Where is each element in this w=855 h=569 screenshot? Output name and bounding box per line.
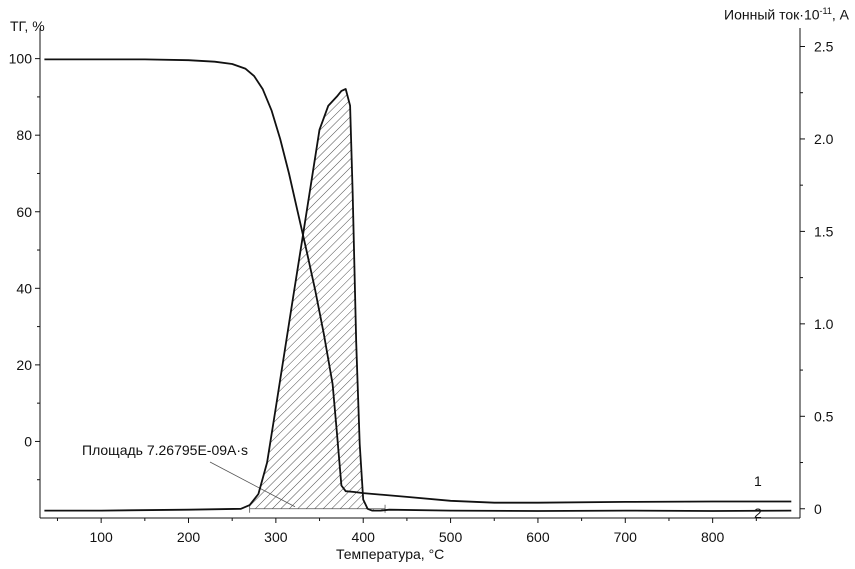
x-tick-label: 100 [89,529,113,545]
y-left-tick-label: 0 [24,433,32,449]
right-axis-title: Ионный ток·10-11, А [724,6,849,23]
x-tick-label: 600 [526,529,550,545]
curve-label-2: 2 [754,505,762,521]
x-tick-label: 400 [352,529,376,545]
y-left-tick-label: 40 [16,280,32,296]
x-tick-label: 200 [177,529,201,545]
tick-group: 100 200 300 400 500 600 700 8001008060402002.52… [9,38,834,545]
curve-label-1: 1 [754,473,762,489]
x-tick-label: 300 [264,529,288,545]
y-right-tick-label: 1.5 [814,223,834,239]
y-left-tick-label: 20 [16,357,32,373]
right-axis-title-prefix: Ионный ток·10 [724,6,820,23]
y-right-tick-label: 2.0 [814,131,834,147]
x-tick-label: 500 [439,529,463,545]
y-right-tick-label: 0 [814,501,822,517]
annotation-leader-line [209,461,296,508]
series-group [44,58,792,512]
series-line-2 [44,88,792,512]
left-axis-title: ТГ, % [10,18,45,34]
y-right-tick-label: 1.0 [814,316,834,332]
axes [39,28,801,519]
right-axis-title-suffix: , А [831,6,849,23]
x-tick-label: 800 [701,529,725,545]
y-left-tick-label: 60 [16,204,32,220]
area-annotation: Площадь 7.26795E-09A·s [82,442,249,458]
x-axis-title: Температура, °C [336,546,445,562]
right-axis-title-exponent: -11 [819,6,832,16]
y-right-tick-label: 2.5 [814,38,834,54]
y-left-tick-label: 100 [9,51,33,67]
y-right-tick-label: 0.5 [814,408,834,424]
x-tick-label: 700 [614,529,638,545]
series-line-1 [44,58,792,504]
y-left-tick-label: 80 [16,127,32,143]
